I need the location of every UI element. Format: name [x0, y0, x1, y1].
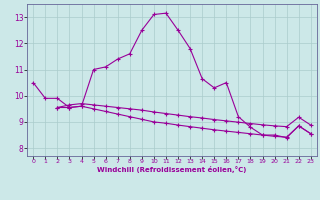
X-axis label: Windchill (Refroidissement éolien,°C): Windchill (Refroidissement éolien,°C): [97, 166, 247, 173]
